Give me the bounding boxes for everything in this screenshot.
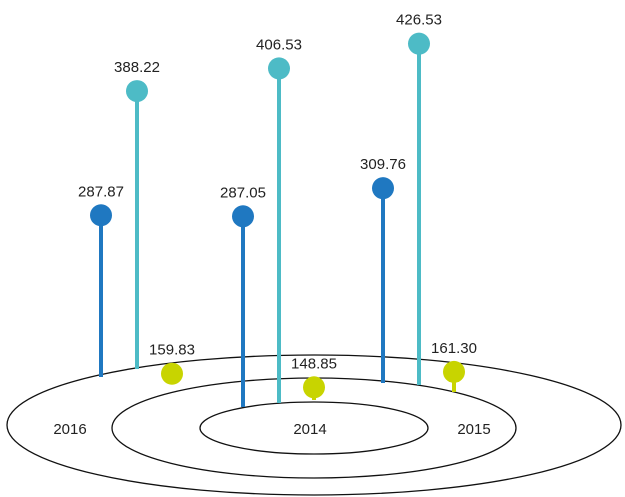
value-label-2014-1: 287.05 bbox=[220, 184, 266, 201]
lollipop-dot-2015-2 bbox=[408, 32, 430, 55]
value-labels: 287.87 388.22 159.83 287.05 406.53 148.85 309.… bbox=[78, 12, 477, 373]
lollipop-dots bbox=[90, 32, 465, 399]
lollipop-dot-2014-1 bbox=[232, 205, 254, 228]
value-label-2016-1: 287.87 bbox=[78, 183, 124, 200]
outer-ring bbox=[6, 354, 622, 496]
lollipop-dot-2016-1 bbox=[90, 204, 112, 227]
year-labels: 2016 2014 2015 bbox=[53, 421, 490, 438]
lollipop-dot-2016-2 bbox=[126, 80, 148, 103]
value-label-2016-3: 159.83 bbox=[149, 342, 195, 359]
value-label-2014-3: 148.85 bbox=[291, 355, 337, 372]
value-label-2015-2: 426.53 bbox=[396, 12, 442, 29]
inner-ring bbox=[199, 401, 429, 455]
value-label-2014-2: 406.53 bbox=[256, 36, 302, 53]
year-label-2015: 2015 bbox=[457, 421, 490, 438]
lollipop-dot-2015-3 bbox=[443, 360, 465, 383]
year-label-2014: 2014 bbox=[293, 421, 326, 438]
lollipop-dot-2014-2 bbox=[268, 57, 290, 80]
value-label-2015-1: 309.76 bbox=[360, 156, 406, 173]
value-label-2016-2: 388.22 bbox=[114, 59, 160, 76]
lollipop-dot-2015-1 bbox=[372, 177, 394, 200]
year-label-2016: 2016 bbox=[53, 421, 86, 438]
value-label-2015-3: 161.30 bbox=[431, 340, 477, 357]
lollipop-dot-2014-3 bbox=[303, 376, 325, 399]
lollipop-dot-2016-3 bbox=[161, 362, 183, 385]
